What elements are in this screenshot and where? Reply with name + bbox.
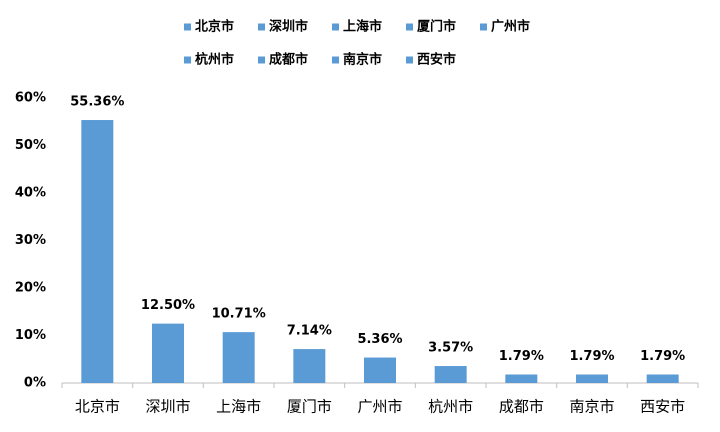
data-label: 3.57%: [428, 341, 473, 356]
legend-label: 广州市: [491, 19, 530, 35]
x-tick-label: 厦门市: [287, 398, 332, 416]
legend-swatch: [332, 56, 339, 64]
legend-label: 厦门市: [417, 19, 456, 35]
x-tick-label: 杭州市: [428, 398, 473, 416]
y-tick-label: 10%: [15, 328, 46, 343]
data-label: 7.14%: [287, 324, 332, 339]
bar: [152, 323, 184, 383]
legend-label: 北京市: [195, 19, 234, 35]
bar: [293, 349, 326, 383]
legend-swatch: [332, 23, 339, 31]
y-tick-label: 50%: [15, 138, 46, 153]
x-tick-label: 广州市: [357, 398, 402, 416]
legend-label: 杭州市: [195, 52, 234, 68]
legend-label: 成都市: [269, 52, 308, 68]
y-tick-label: 0%: [24, 376, 46, 391]
legend-swatch: [406, 56, 413, 64]
bar: [646, 374, 679, 383]
data-label: 1.79%: [640, 349, 685, 364]
data-label: 5.36%: [357, 332, 402, 347]
data-label: 10.71%: [212, 307, 266, 322]
legend-label: 上海市: [343, 19, 382, 35]
bar: [364, 357, 396, 383]
legend-label: 南京市: [343, 52, 382, 68]
x-tick-label: 南京市: [569, 398, 614, 416]
bar: [81, 120, 114, 383]
legend-label: 深圳市: [269, 19, 308, 35]
legend-label: 西安市: [417, 52, 456, 68]
data-label: 12.50%: [141, 298, 195, 313]
y-tick-label: 30%: [15, 233, 46, 248]
data-label: 1.79%: [569, 349, 614, 364]
data-label: 55.36%: [70, 95, 124, 110]
legend-swatch: [258, 56, 265, 64]
legend-swatch: [184, 56, 191, 64]
bar: [434, 366, 467, 383]
y-tick-label: 20%: [15, 281, 46, 296]
x-tick-label: 成都市: [499, 398, 544, 416]
data-label: 1.79%: [499, 349, 544, 364]
legend-swatch: [480, 23, 487, 31]
bar: [505, 374, 538, 383]
x-tick-label: 上海市: [216, 398, 261, 416]
legend-swatch: [184, 23, 191, 31]
bar: [222, 332, 255, 383]
legend-swatch: [258, 23, 265, 31]
y-tick-label: 40%: [15, 186, 46, 201]
y-tick-label: 60%: [15, 91, 46, 106]
legend-swatch: [406, 23, 413, 31]
x-tick-label: 西安市: [640, 398, 685, 416]
bar: [576, 374, 608, 383]
x-tick-label: 深圳市: [145, 398, 190, 416]
x-tick-label: 北京市: [75, 398, 120, 416]
